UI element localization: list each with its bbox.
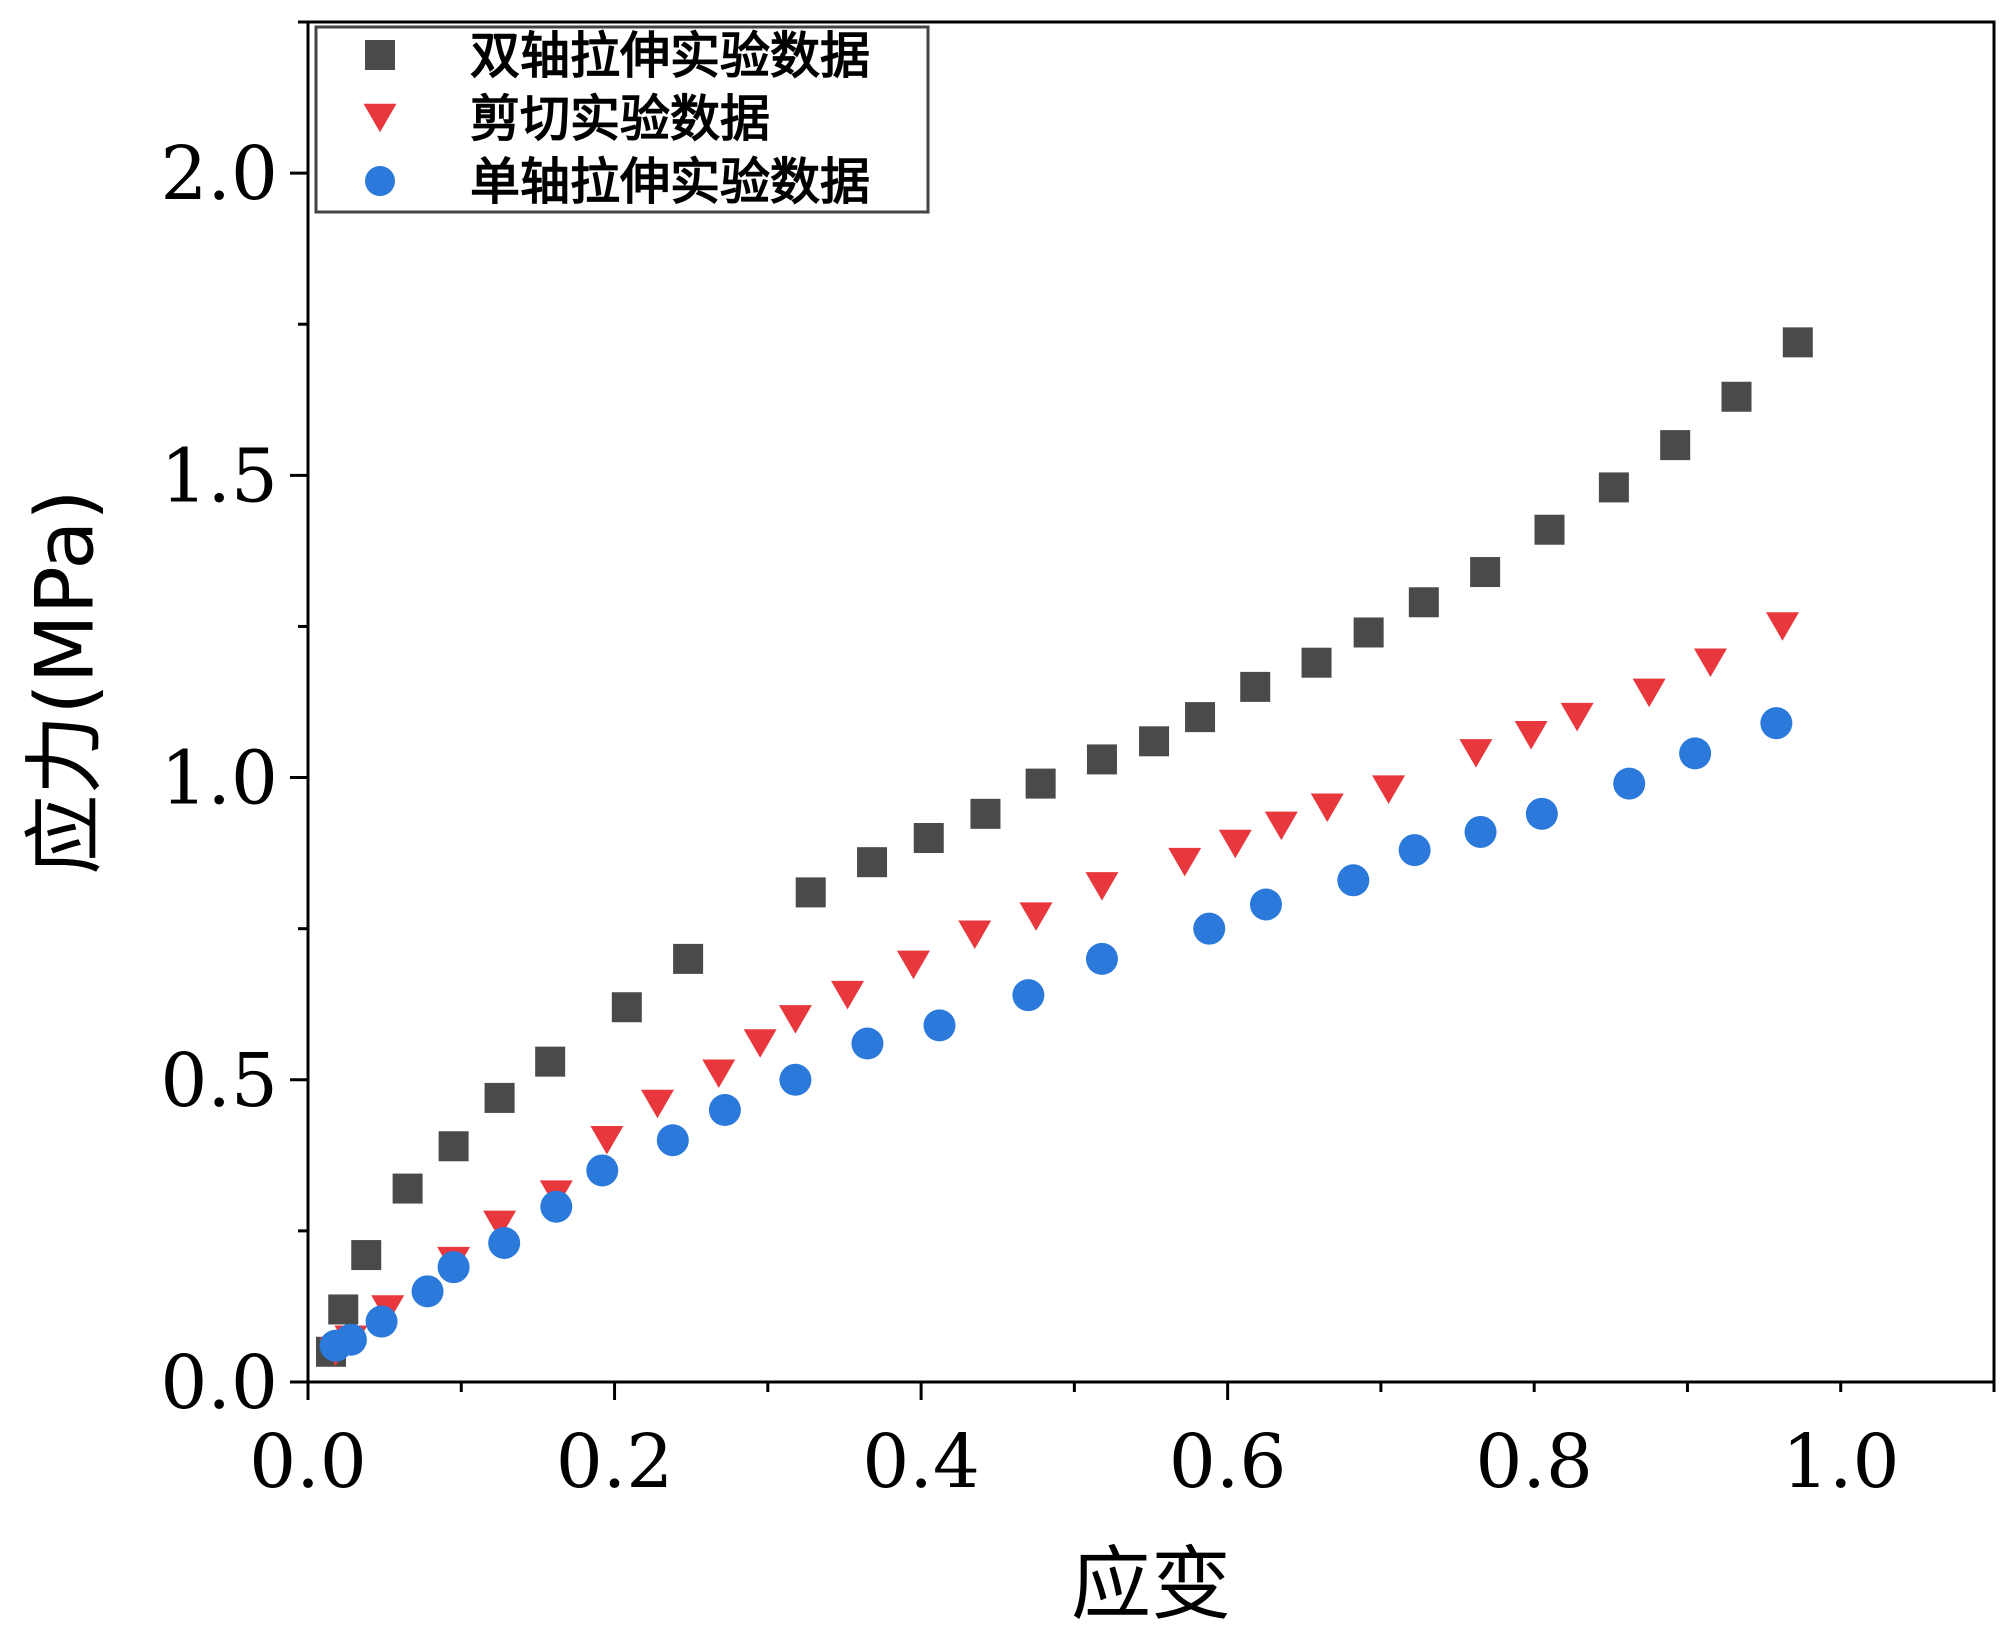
- data-point-triangle-down: [1514, 720, 1548, 750]
- data-point-square: [1086, 744, 1117, 775]
- data-point-triangle-down: [1218, 829, 1252, 859]
- data-point-square: [1240, 671, 1271, 702]
- data-point-square: [1534, 514, 1565, 545]
- data-point-circle: [1193, 912, 1226, 945]
- data-point-triangle-down: [1693, 648, 1727, 677]
- data-point-circle: [586, 1154, 619, 1187]
- y-axis-title: 应力(MPa): [19, 489, 112, 874]
- x-tick-label: 0.6: [1169, 1419, 1287, 1505]
- data-point-triangle-down: [1019, 902, 1053, 931]
- legend-marker-square: [365, 40, 395, 70]
- legend-box: [314, 25, 930, 214]
- data-point-square: [857, 847, 888, 878]
- data-point-square: [673, 943, 704, 974]
- data-point-circle: [851, 1027, 884, 1060]
- data-point-triangle-down: [1459, 739, 1493, 768]
- data-point-triangle-down: [831, 980, 865, 1010]
- data-point-circle: [1249, 888, 1282, 921]
- data-point-circle: [540, 1190, 573, 1223]
- data-point-square: [1353, 617, 1384, 648]
- data-point-square: [484, 1082, 515, 1113]
- data-point-circle: [365, 1305, 398, 1338]
- data-point-square: [1598, 472, 1629, 503]
- data-point-circle: [656, 1124, 689, 1157]
- x-tick-label: 0.0: [249, 1419, 367, 1505]
- data-point-square: [1470, 557, 1501, 588]
- data-point-circle: [1012, 979, 1045, 1012]
- legend-marker-triangle-down: [363, 103, 397, 133]
- data-point-circle: [411, 1275, 444, 1308]
- data-point-triangle-down: [743, 1029, 777, 1058]
- y-axis-ticks: 0.0 0.5 1.0 1.5 2.0: [160, 20, 308, 1426]
- data-point-triangle-down: [896, 950, 930, 980]
- x-tick-label: 1.0: [1782, 1419, 1900, 1505]
- data-point-square: [1301, 647, 1332, 678]
- data-point-circle: [1085, 942, 1118, 975]
- data-point-triangle-down: [1168, 847, 1202, 877]
- series-circle: [319, 707, 1793, 1362]
- legend-label: 双轴拉伸实验数据: [470, 27, 870, 85]
- data-point-square: [438, 1131, 469, 1162]
- data-point-circle: [779, 1063, 812, 1096]
- data-point-square: [1782, 327, 1813, 358]
- data-point-triangle-down: [590, 1125, 624, 1155]
- x-tick-label: 0.8: [1475, 1419, 1593, 1505]
- legend-label: 单轴拉伸实验数据: [470, 153, 870, 211]
- y-tick-label: 0.0: [160, 1340, 278, 1426]
- data-point-triangle-down: [483, 1210, 517, 1240]
- data-point-square: [1139, 726, 1170, 757]
- data-point-square: [535, 1046, 566, 1077]
- data-point-triangle-down: [1085, 872, 1119, 901]
- y-tick-label: 2.0: [160, 131, 278, 217]
- x-tick-label: 0.4: [862, 1419, 980, 1505]
- data-point-triangle-down: [1632, 678, 1666, 708]
- data-point-circle: [708, 1094, 741, 1126]
- legend-marker-circle: [365, 166, 395, 196]
- data-point-square: [1025, 768, 1056, 799]
- y-tick-label: 1.5: [160, 433, 278, 519]
- data-point-triangle-down: [1264, 811, 1298, 841]
- y-tick-label: 1.0: [160, 736, 278, 822]
- data-point-circle: [923, 1009, 956, 1042]
- data-point-square: [1408, 587, 1439, 618]
- x-axis-ticks: 0.0 0.2 0.4 0.6 0.8 1.0: [249, 1382, 1996, 1505]
- data-point-triangle-down: [778, 1005, 812, 1034]
- data-point-circle: [1679, 737, 1712, 770]
- data-point-circle: [1613, 767, 1646, 800]
- plot-area-frame: [306, 20, 1996, 1384]
- data-point-square: [328, 1294, 359, 1325]
- data-point-triangle-down: [1372, 775, 1406, 804]
- data-point-circle: [1525, 797, 1558, 830]
- data-point-circle: [1337, 864, 1370, 897]
- data-point-triangle-down: [702, 1059, 736, 1088]
- data-point-square: [1660, 430, 1691, 461]
- data-point-circle: [334, 1323, 367, 1356]
- legend-label: 剪切实验数据: [470, 90, 770, 148]
- data-point-square: [913, 823, 944, 853]
- x-tick-label: 0.2: [556, 1419, 674, 1505]
- data-point-triangle-down: [1560, 702, 1594, 732]
- data-point-square: [392, 1173, 423, 1204]
- data-point-triangle-down: [640, 1089, 674, 1119]
- data-point-square: [970, 798, 1001, 829]
- data-point-triangle-down: [1765, 612, 1799, 641]
- data-point-circle: [437, 1251, 470, 1284]
- data-point-circle: [488, 1226, 521, 1259]
- data-point-circle: [1398, 834, 1431, 867]
- data-point-square: [351, 1240, 382, 1271]
- data-point-square: [1185, 702, 1216, 733]
- data-point-square: [1721, 381, 1752, 412]
- data-markers: [315, 327, 1813, 1367]
- data-point-triangle-down: [1310, 793, 1344, 823]
- data-point-circle: [1464, 815, 1497, 848]
- y-tick-label: 0.5: [160, 1038, 278, 1124]
- x-axis-title: 应变: [1071, 1538, 1231, 1631]
- data-point-circle: [1760, 707, 1793, 740]
- data-point-square: [611, 992, 642, 1023]
- data-point-square: [795, 877, 826, 908]
- data-point-triangle-down: [958, 920, 992, 949]
